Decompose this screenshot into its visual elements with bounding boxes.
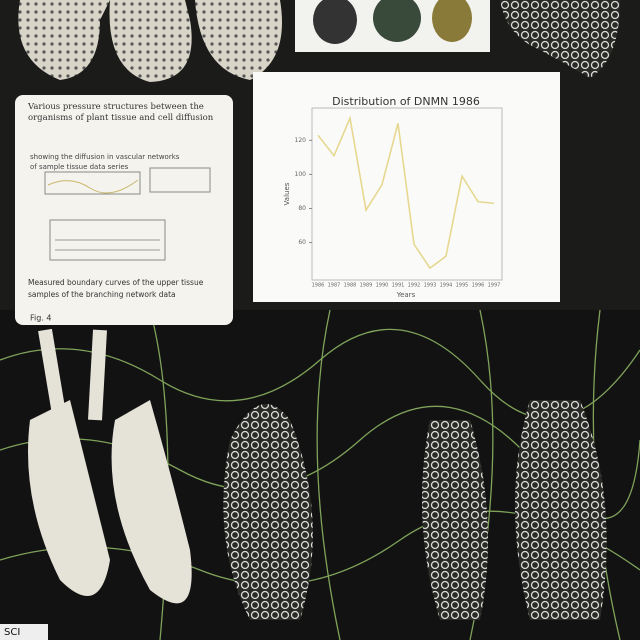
leaf (28, 400, 110, 596)
x-tick-label: 1995 (456, 283, 469, 289)
mini-chart (49, 219, 166, 261)
organic-shape (223, 404, 313, 620)
data-line (317, 115, 495, 270)
card-heading: Various pressure structures between the … (28, 102, 214, 123)
chart-title: Distribution of DNMN 1986 (332, 95, 480, 108)
organic-shape (195, 0, 282, 80)
card-heading-box: Various pressure structures between the … (28, 102, 214, 123)
stem (38, 328, 107, 422)
y-tick-label: 60 (298, 239, 306, 246)
plot-frame (311, 107, 503, 281)
y-tick-label: 120 (295, 137, 307, 144)
x-tick-label: 1989 (360, 283, 373, 289)
mini-chart (44, 171, 141, 195)
corner-label: SCI (4, 627, 20, 638)
leaf (111, 400, 192, 604)
card-line: showing the diffusion in vascular networ… (30, 153, 180, 161)
corner-label-bg (0, 624, 48, 640)
specimen (313, 0, 357, 44)
x-tick-label: 1987 (328, 283, 341, 289)
specimen (432, 0, 472, 42)
x-tick-label: 1997 (488, 283, 501, 289)
mini-chart (149, 167, 211, 193)
card-line: of sample tissue data series (30, 163, 129, 171)
mini-line (47, 179, 139, 194)
text-card (15, 95, 233, 325)
y-axis-label: Values (283, 182, 291, 205)
mini-line (55, 239, 160, 251)
x-tick-label: 1996 (472, 283, 485, 289)
card-footer: Measured boundary curves of the upper ti… (28, 278, 204, 287)
x-tick-label: 1988 (344, 283, 357, 289)
organic-shape (500, 0, 620, 78)
y-tick-label: 100 (295, 171, 307, 178)
card-footer: samples of the branching network data (28, 290, 176, 299)
x-axis-label: Years (396, 291, 416, 299)
x-tick-label: 1994 (440, 283, 453, 289)
y-tick-label: 80 (298, 205, 306, 212)
x-tick-label: 1991 (392, 283, 405, 289)
organic-shape (515, 400, 607, 620)
specimen (373, 0, 421, 42)
organic-shape (18, 0, 110, 80)
x-tick-label: 1990 (376, 283, 389, 289)
organic-shape (422, 420, 488, 620)
x-tick-label: 1986 (312, 283, 325, 289)
organic-shape (109, 0, 192, 82)
x-tick-label: 1992 (408, 283, 421, 289)
x-tick-label: 1993 (424, 283, 437, 289)
card-caption: Fig. 4 (30, 314, 52, 323)
